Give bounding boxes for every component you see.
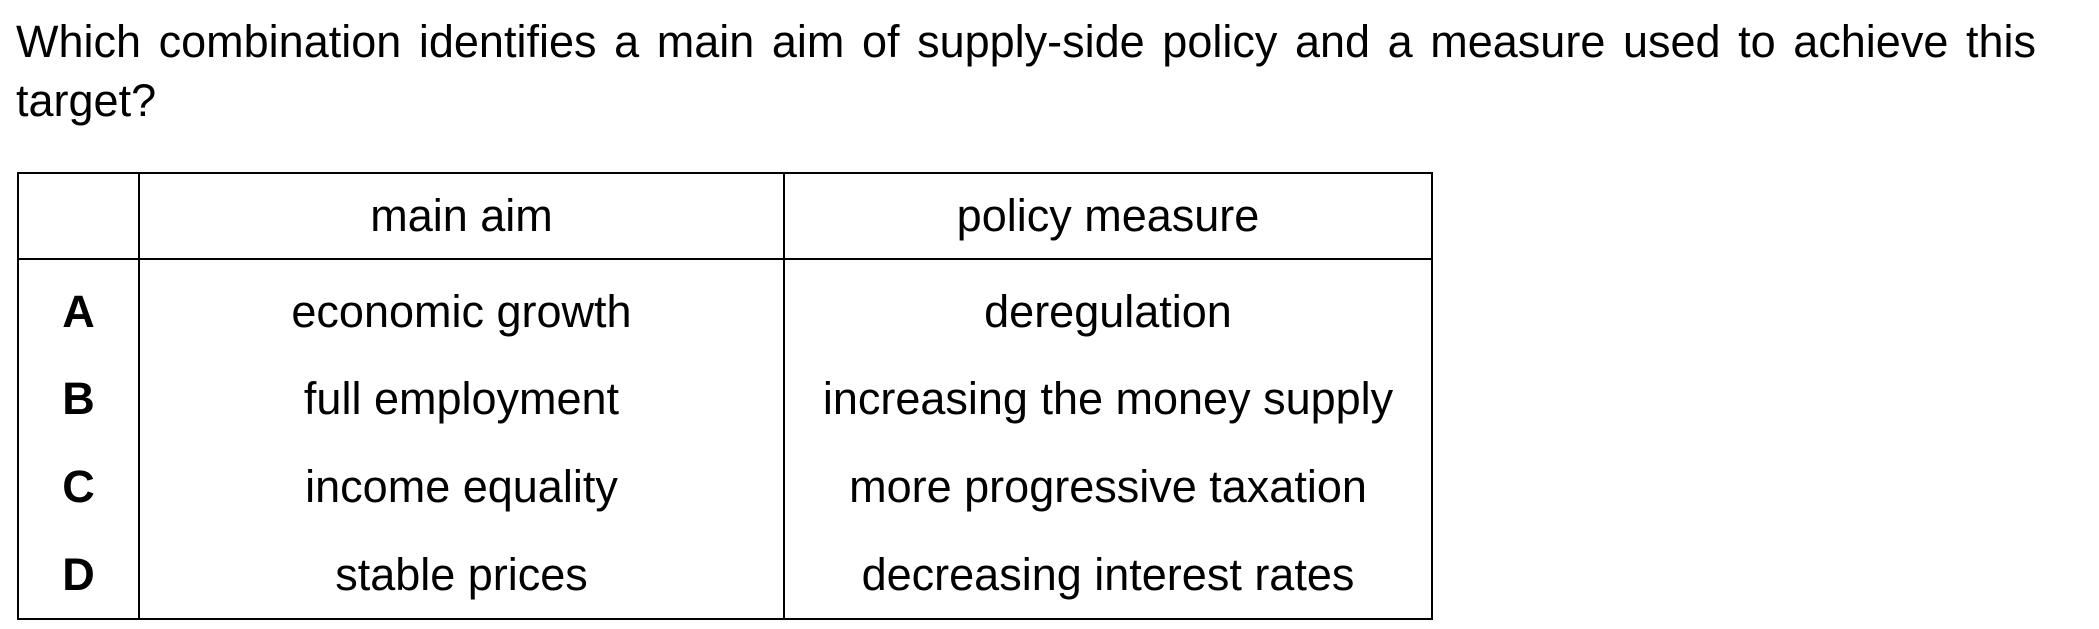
option-policy-measure: more progressive taxation (783, 443, 1433, 531)
option-main-aim: full employment (138, 355, 785, 443)
option-row-b[interactable]: B full employment increasing the money s… (17, 355, 1433, 443)
option-policy-measure: increasing the money supply (783, 355, 1433, 443)
header-option-letter (17, 172, 140, 260)
header-main-aim: main aim (138, 172, 785, 260)
answer-options-table: main aim policy measure A economic growt… (17, 172, 1433, 620)
header-policy-measure: policy measure (783, 172, 1433, 260)
option-row-d[interactable]: D stable prices decreasing interest rate… (17, 531, 1433, 620)
option-main-aim: stable prices (138, 531, 785, 620)
option-main-aim: economic growth (138, 259, 785, 355)
option-letter: C (17, 443, 140, 531)
option-row-c[interactable]: C income equality more progressive taxat… (17, 443, 1433, 531)
option-policy-measure: decreasing interest rates (783, 531, 1433, 620)
table-header-row: main aim policy measure (17, 172, 1433, 260)
option-row-a[interactable]: A economic growth deregulation (17, 259, 1433, 355)
option-main-aim: income equality (138, 443, 785, 531)
option-letter: A (17, 259, 140, 355)
option-letter: B (17, 355, 140, 443)
question-text: Which combination identifies a main aim … (16, 16, 2036, 126)
option-policy-measure: deregulation (783, 259, 1433, 355)
option-letter: D (17, 531, 140, 620)
